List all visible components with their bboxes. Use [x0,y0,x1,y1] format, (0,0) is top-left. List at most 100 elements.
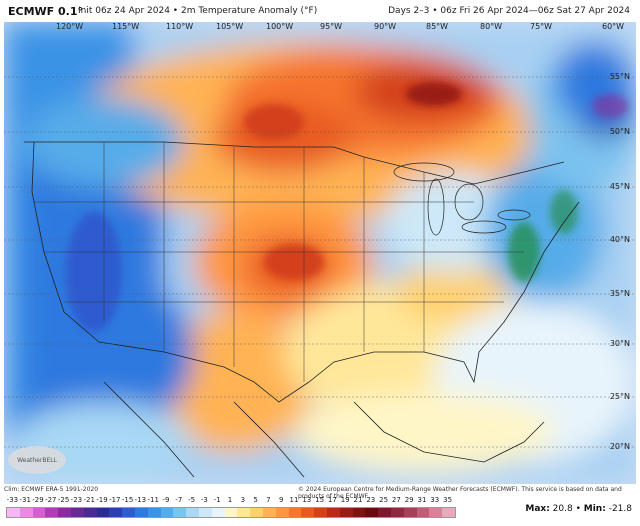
scale-tick-label: 29 [404,496,414,504]
scale-tick-label: -19 [96,496,108,504]
lat-label: 25°N [609,392,630,401]
scale-swatch [326,508,340,517]
scale-swatch [160,508,174,517]
lat-label: 35°N [609,289,630,298]
weatherbell-logo: WeatherBELL [8,446,66,474]
lon-label: 120°W [56,22,84,31]
scale-tick-label: -31 [19,496,31,504]
lat-label: 45°N [609,182,630,191]
scale-tick-label: -33 [6,496,19,504]
scale-tick-label: -23 [70,496,83,504]
lon-label: 80°W [480,22,503,31]
scale-swatch [262,508,276,517]
scale-swatch [429,508,443,517]
scale-swatch [365,508,379,517]
scale-swatch [403,508,417,517]
anomaly-map: 120°W 115°W 110°W 105°W 100°W 95°W 90°W … [4,22,636,484]
lon-label: 105°W [216,22,244,31]
scale-tick-label: -27 [45,496,57,504]
scale-bar [6,507,456,518]
scale-tick-label: 9 [278,496,284,504]
scale-tick-label: -21 [83,496,95,504]
scale-swatch [378,508,391,517]
mexico-west-coast [233,401,305,478]
lon-label: 75°W [530,22,553,31]
scale-tick-label: -15 [121,496,134,504]
scale-tick-label: -11 [147,496,159,504]
scale-tick-label: 15 [315,496,325,504]
climatology-note: Clim: ECMWF ERA-5 1991-2020 [4,486,99,493]
init-and-field: Init 06z 24 Apr 2024 • 2m Temperature An… [78,6,318,16]
logo-text: WeatherBELL [17,456,57,464]
scale-tick-label: 7 [266,496,271,504]
state-lines [34,142,524,382]
scale-swatch [122,508,135,517]
scale-swatch [83,508,97,517]
scale-tick-label: 21 [353,496,363,504]
scale-tick-label: 13 [302,496,312,504]
max-value: 20.8 [552,504,573,514]
scale-tick-label: 19 [340,496,350,504]
us-mexico-border [98,341,310,403]
scale-swatch [45,508,59,517]
scale-swatch [301,508,315,517]
scale-tick-label: 31 [417,496,427,504]
scale-swatch [390,508,404,517]
scale-swatch [211,508,225,517]
lon-label: 90°W [374,22,397,31]
scale-swatch [224,508,238,517]
scale-tick-label: -25 [57,496,70,504]
scale-swatch [7,508,20,517]
color-scale: -33 -31 -29 -27 -25 -23 -21 -19 -17 -15 -13 -11 -9 -7… [6,496,466,526]
min-value: -21.8 [608,504,632,514]
min-label: Min: [583,504,606,514]
scale-swatch [314,508,327,517]
baja-coast [103,381,195,478]
scale-swatch [70,508,84,517]
scale-tick-label: 33 [430,496,440,504]
scale-swatch [250,508,263,517]
map-canvas [4,22,636,484]
scale-tick-label: 23 [366,496,376,504]
scale-tick-label: 17 [327,496,337,504]
scale-tick-label: 1 [227,496,233,504]
scale-tick-label: -29 [32,496,44,504]
gulf-and-east-coast [308,201,580,384]
lon-label: 115°W [112,22,140,31]
scale-swatch [32,508,46,517]
lon-label: 100°W [266,22,294,31]
lat-label: 55°N [609,72,630,81]
copyright-note: © 2024 European Centre for Medium-Range … [298,486,622,500]
scale-swatch [339,508,353,517]
max-label: Max: [525,504,550,514]
lat-label: 30°N [609,339,630,348]
model-name: ECMWF 0.1° [8,5,83,18]
scale-tick-label: -9 [162,496,170,504]
scale-swatch [237,508,251,517]
great-lakes [393,162,531,236]
lon-label: 95°W [320,22,343,31]
scale-swatch [96,508,110,517]
map-header: ECMWF 0.1° Init 06z 24 Apr 2024 • 2m Tem… [0,0,640,22]
lat-label: 50°N [609,127,630,136]
scale-swatch [275,508,289,517]
mexico-gulf-coast [353,401,545,463]
scale-tick-label: -7 [175,496,183,504]
scale-swatch [442,508,455,517]
scale-tick-label: 27 [391,496,401,504]
scale-swatch [19,508,33,517]
scale-tick-label: 11 [289,496,299,504]
lon-label: 60°W [602,22,625,31]
scale-swatch [58,508,71,517]
lat-label: 20°N [609,442,630,451]
scale-swatch [288,508,302,517]
scale-swatch [416,508,430,517]
scale-swatch [352,508,366,517]
scale-tick-label: -1 [213,496,221,504]
scale-swatch [134,508,148,517]
scale-ticks: -33 -31 -29 -27 -25 -23 -21 -19 -17 -15 -13 -11 -9 -7… [6,496,466,506]
lon-label: 85°W [426,22,449,31]
scale-tick-label: -17 [109,496,121,504]
scale-swatch [109,508,123,517]
scale-tick-label: -3 [200,496,208,504]
